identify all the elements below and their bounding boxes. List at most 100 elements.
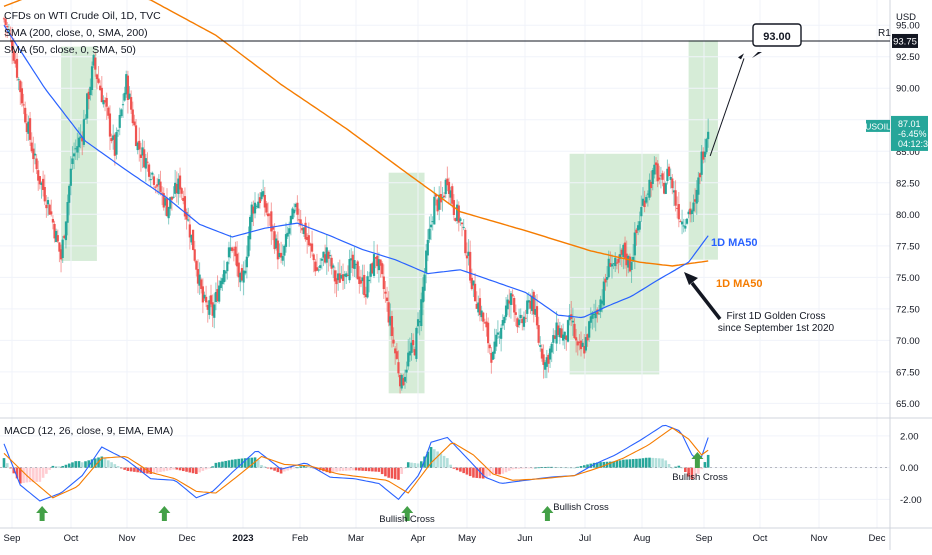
candle-body-368 (602, 281, 605, 306)
candle-body-399 (653, 164, 656, 175)
macd-hist-bar-234 (384, 467, 387, 477)
candle-body-58 (97, 78, 100, 83)
macd-hist-bar-72 (120, 467, 123, 469)
candle-body-134 (221, 278, 224, 285)
time-tick-2: Nov (119, 533, 136, 544)
candle-body-139 (229, 247, 232, 251)
candle-body-45 (76, 146, 79, 153)
candle-body-305 (500, 327, 503, 339)
macd-hist-bar-202 (331, 467, 335, 473)
candle-body-240 (394, 348, 397, 354)
candle-body-74 (123, 92, 126, 101)
macd-hist-bar-228 (374, 467, 377, 472)
candle-body-125 (206, 304, 209, 310)
candle-body-11 (20, 88, 24, 104)
candle-body-162 (266, 213, 270, 217)
candle-body-50 (84, 118, 87, 120)
candle-body-367 (601, 300, 604, 304)
time-tick-3: Dec (179, 533, 196, 544)
candle-body-144 (237, 262, 240, 278)
candle-body-127 (209, 295, 213, 305)
candle-body-73 (121, 104, 125, 106)
candle-body-238 (390, 315, 394, 337)
macd-hist-bar-414 (677, 465, 681, 468)
candle-body-298 (488, 344, 491, 349)
macd-hist-bar-40 (67, 463, 71, 468)
macd-hist-bar-158 (260, 465, 263, 468)
candle-body-16 (28, 118, 32, 140)
candle-body-359 (588, 321, 591, 338)
candle-body-260 (426, 239, 429, 256)
candle-body-304 (498, 336, 501, 338)
candle-body-300 (491, 352, 495, 360)
macd-hist-bar-212 (348, 467, 351, 471)
candle-body-360 (589, 316, 592, 323)
candle-body-342 (560, 328, 563, 338)
candle-body-107 (177, 178, 180, 194)
candle-body-78 (130, 97, 133, 110)
candle-body-343 (561, 334, 565, 341)
candle-body-253 (415, 327, 418, 359)
time-tick-4: 2023 (232, 533, 253, 544)
target-callout-tail (752, 52, 762, 58)
candle-body-313 (513, 297, 516, 313)
bullish-cross-arrow-1 (36, 506, 49, 521)
candle-body-28 (48, 204, 51, 215)
candle-body-327 (535, 306, 539, 326)
candle-body-409 (669, 176, 672, 180)
candle-body-374 (612, 263, 615, 265)
candle-body-339 (555, 322, 558, 344)
macd-hist-bar-350 (573, 467, 576, 469)
candle-body-110 (182, 197, 185, 201)
candle-body-82 (136, 142, 139, 151)
candle-body-310 (508, 300, 511, 304)
time-tick-5: Feb (292, 533, 308, 544)
candle-body-331 (542, 354, 545, 365)
candle-body-398 (651, 169, 654, 184)
candle-body-137 (226, 261, 229, 272)
candle-body-18 (32, 148, 35, 160)
macd-hist-bar-36 (61, 465, 64, 468)
macd-hist-bar-312 (511, 467, 514, 470)
candle-body-293 (480, 310, 483, 318)
macd-hist-bar-242 (397, 467, 400, 480)
candle-body-183 (301, 227, 304, 231)
macd-hist-bar-396 (648, 457, 651, 468)
candle-body-328 (537, 325, 540, 343)
candle-body-288 (472, 280, 475, 286)
candle-body-64 (107, 107, 110, 116)
macd-hist-bar-334 (547, 466, 550, 468)
candle-body-79 (131, 109, 134, 124)
macd-hist-bar-102 (168, 467, 172, 471)
time-tick-14: Nov (811, 533, 828, 544)
candle-body-98 (162, 193, 165, 208)
candle-body-76 (126, 75, 129, 101)
candle-body-181 (297, 219, 301, 221)
candle-body-422 (690, 210, 693, 215)
macd-hist-bar-218 (358, 467, 361, 471)
candle-body-75 (125, 74, 128, 95)
candle-body-336 (550, 343, 553, 353)
candle-body-373 (610, 264, 614, 267)
time-tick-15: Dec (869, 533, 886, 544)
macd-hist-bar-328 (537, 467, 540, 469)
candle-body-383 (627, 255, 630, 268)
candle-body-60 (100, 87, 103, 103)
candle-body-77 (128, 93, 131, 99)
macd-hist-bar-278 (455, 467, 459, 471)
macd-tick-2: -2.00 (900, 495, 922, 506)
candle-body-263 (431, 221, 434, 223)
macd-hist-bar-230 (377, 467, 381, 472)
candle-body-369 (604, 278, 607, 283)
bullish-cross-label-3: Bullish Cross (672, 472, 728, 483)
candle-body-187 (307, 235, 310, 246)
macd-hist-bar-268 (439, 453, 443, 468)
candle-body-290 (475, 303, 478, 309)
macd-hist-bar-264 (433, 449, 436, 468)
candle-body-237 (389, 316, 392, 326)
macd-hist-bar-274 (449, 464, 452, 468)
candle-body-55 (92, 55, 95, 66)
candle-body-62 (103, 100, 107, 103)
macd-hist-bar-276 (452, 467, 456, 469)
macd-hist-bar-314 (514, 467, 518, 470)
